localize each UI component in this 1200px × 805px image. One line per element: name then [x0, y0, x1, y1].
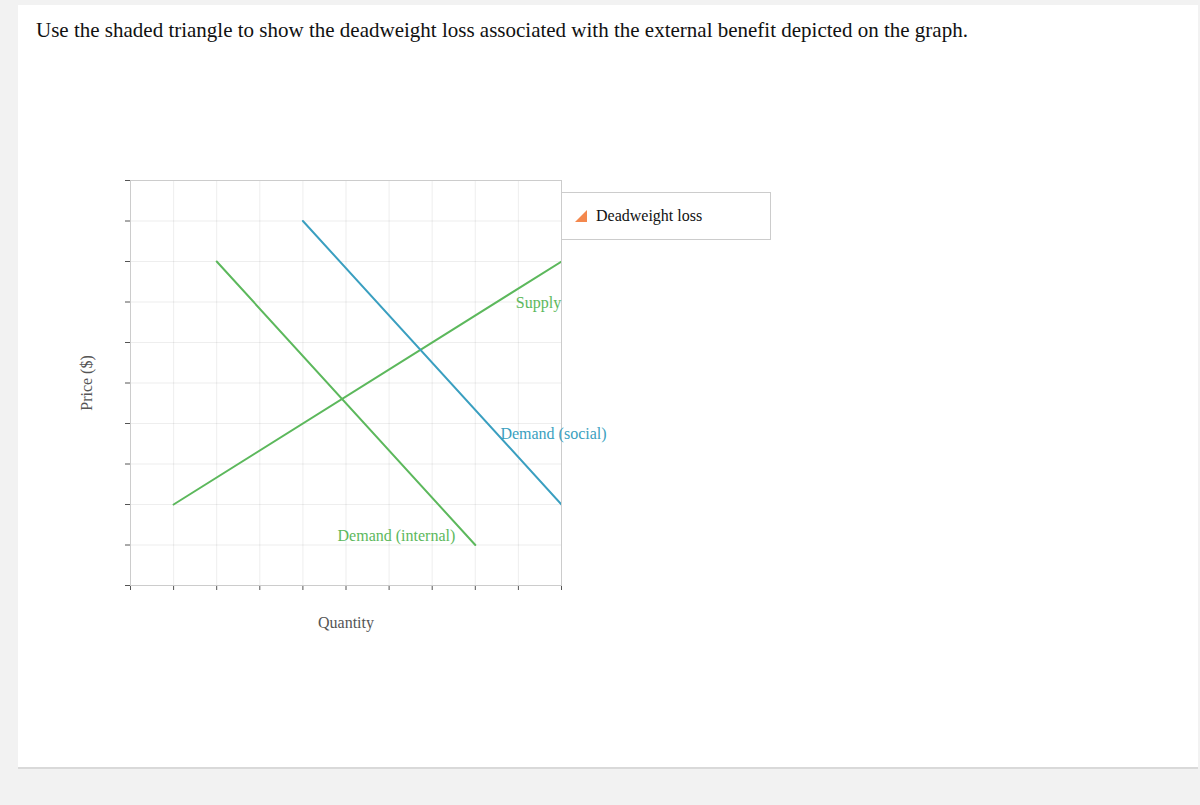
html-text:Use the shaded triangle to sho: Use the shaded triangle to show the dead…: [36, 18, 968, 42]
svg-text:Price ($): Price ($): [78, 355, 96, 411]
svg-text:Demand (social): Demand (social): [500, 425, 606, 443]
svg-text:Supply: Supply: [516, 294, 561, 312]
html-text:Deadweight loss: Deadweight loss: [596, 207, 703, 224]
svg-text:Demand (internal): Demand (internal): [338, 527, 456, 545]
svg-text:Quantity: Quantity: [318, 614, 374, 632]
